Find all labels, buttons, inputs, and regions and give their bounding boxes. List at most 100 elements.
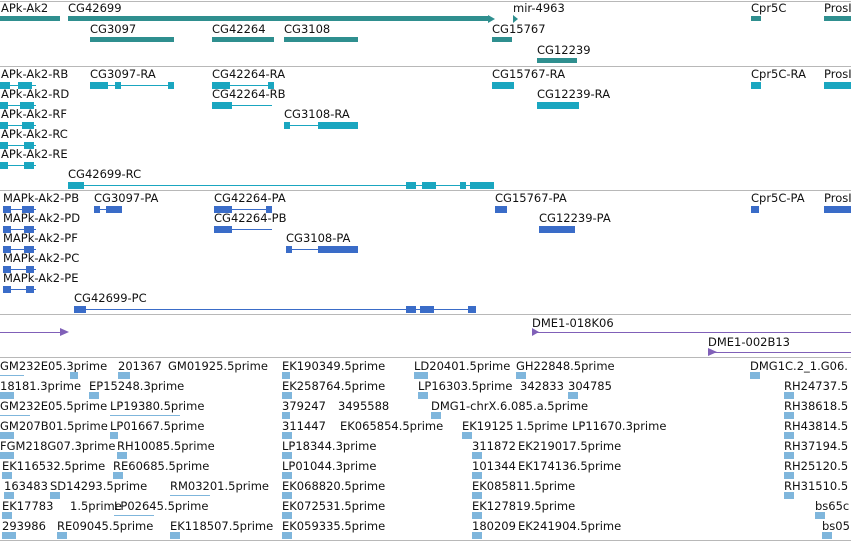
est-label[interactable]: LP02645.5prime — [114, 499, 209, 513]
est-feature[interactable] — [2, 512, 12, 519]
gene-feature[interactable] — [824, 16, 851, 21]
est-feature[interactable] — [50, 492, 60, 499]
est-feature[interactable] — [117, 452, 127, 459]
est-feature[interactable] — [0, 452, 14, 459]
transcript-exon[interactable] — [268, 82, 274, 89]
est-feature[interactable] — [282, 392, 292, 399]
est-feature[interactable] — [784, 412, 794, 419]
transcript-exon[interactable] — [492, 82, 514, 89]
est-feature[interactable] — [170, 532, 180, 539]
est-feature[interactable] — [282, 472, 292, 479]
protein-label[interactable]: CG42264-PB — [214, 211, 287, 225]
est-label[interactable]: EK118507.5prime — [170, 519, 274, 533]
transcript-exon[interactable] — [18, 82, 32, 89]
transcript-exon[interactable] — [168, 82, 174, 89]
transcript-exon[interactable] — [115, 82, 121, 89]
transcript-exon[interactable] — [751, 82, 761, 89]
est-label[interactable]: EK219017.5prime — [518, 439, 622, 453]
protein-exon[interactable] — [26, 266, 34, 273]
protein-exon[interactable] — [26, 286, 34, 293]
strand-arrow-icon[interactable] — [513, 14, 518, 23]
gene-feature[interactable] — [212, 37, 274, 42]
est-feature[interactable] — [282, 452, 292, 459]
est-label[interactable]: 304785 — [568, 379, 612, 393]
protein-exon[interactable] — [214, 206, 232, 213]
gene-feature[interactable] — [751, 16, 761, 21]
transcript-exon[interactable] — [22, 122, 34, 129]
protein-label[interactable]: CG3097-PA — [94, 191, 159, 205]
est-feature[interactable] — [784, 392, 794, 399]
transcript-label[interactable]: APk-Ak2-RD — [1, 87, 70, 101]
gene-label[interactable]: APk-Ak2 — [1, 1, 49, 15]
transcript-exon[interactable] — [537, 102, 579, 109]
est-label[interactable]: RE09045.5prime — [57, 519, 154, 533]
est-label[interactable]: EK127819.5prime — [472, 499, 576, 513]
protein-exon[interactable] — [3, 286, 11, 293]
transcript-exon[interactable] — [68, 182, 84, 189]
gene-label[interactable]: mir-4963 — [513, 1, 565, 15]
est-feature[interactable] — [472, 492, 482, 499]
transcript-exon[interactable] — [24, 162, 34, 169]
transcript-label[interactable]: CG12239-RA — [537, 87, 611, 101]
protein-exon[interactable] — [3, 266, 11, 273]
est-feature[interactable] — [282, 412, 290, 419]
protein-exon[interactable] — [406, 306, 416, 313]
transcript-exon[interactable] — [824, 82, 851, 89]
est-feature[interactable] — [0, 432, 14, 439]
transcript-label[interactable]: APk-Ak2-RF — [1, 107, 67, 121]
clone-label[interactable]: DME1-018K06 — [532, 316, 614, 330]
transcript-label[interactable]: APk-Ak2-RC — [1, 127, 68, 141]
protein-label[interactable]: Cpr5C-PA — [751, 191, 805, 205]
clone-feature[interactable] — [708, 352, 851, 353]
est-feature[interactable] — [815, 512, 825, 519]
transcript-exon[interactable] — [406, 182, 416, 189]
est-feature[interactable] — [113, 472, 123, 479]
est-label[interactable]: DMG1C.2_1.G06. — [750, 359, 848, 373]
est-feature[interactable] — [118, 372, 130, 379]
protein-label[interactable]: CG42699-PC — [74, 291, 147, 305]
est-feature[interactable] — [462, 432, 472, 439]
transcript-exon[interactable] — [212, 102, 232, 109]
gene-label[interactable]: CG42264 — [212, 22, 266, 36]
est-label[interactable]: RE60685.5prime — [113, 459, 210, 473]
transcript-label[interactable]: CG42264-RA — [212, 67, 286, 81]
protein-exon[interactable] — [420, 306, 434, 313]
est-label[interactable]: FGM218G07.3prime — [0, 439, 116, 453]
est-feature[interactable] — [784, 472, 794, 479]
est-label[interactable]: EP15248.3prime — [89, 379, 185, 393]
transcript-label[interactable]: CG3108-RA — [284, 107, 350, 121]
protein-exon[interactable] — [94, 206, 100, 213]
protein-exon[interactable] — [539, 226, 575, 233]
est-feature[interactable] — [472, 472, 482, 479]
gene-feature[interactable] — [537, 58, 577, 63]
protein-label[interactable]: MAPk-Ak2-PD — [3, 211, 81, 225]
transcript-label[interactable]: Cpr5C-RA — [751, 67, 806, 81]
est-label[interactable]: LD20401.5prime — [414, 359, 511, 373]
protein-label[interactable]: MAPk-Ak2-PE — [3, 271, 79, 285]
est-feature[interactable] — [750, 372, 760, 379]
est-feature[interactable] — [0, 375, 24, 376]
est-feature[interactable] — [70, 372, 78, 379]
est-label[interactable]: EK174136.5prime — [518, 459, 622, 473]
transcript-exon[interactable] — [0, 102, 8, 109]
protein-exon[interactable] — [22, 206, 34, 213]
gene-label[interactable]: CG12239 — [537, 43, 591, 57]
protein-exon[interactable] — [3, 246, 11, 253]
est-feature[interactable] — [2, 472, 12, 479]
est-feature[interactable] — [431, 412, 441, 419]
transcript-label[interactable]: APk-Ak2-RE — [1, 147, 68, 161]
est-feature[interactable] — [516, 372, 526, 379]
transcript-exon[interactable] — [0, 162, 8, 169]
gene-label[interactable]: CG3097 — [90, 22, 137, 36]
est-label[interactable]: 3495588 — [338, 399, 390, 413]
est-label[interactable]: EK059335.5prime — [282, 519, 386, 533]
est-feature[interactable] — [282, 372, 290, 379]
gene-label[interactable]: CG42699 — [68, 1, 122, 15]
est-feature[interactable] — [282, 512, 292, 519]
est-label[interactable]: RH38618.5 — [784, 399, 849, 413]
gene-feature[interactable] — [284, 37, 358, 42]
est-label[interactable]: GM01925.5prime — [168, 359, 268, 373]
protein-exon[interactable] — [495, 206, 507, 213]
transcript-exon[interactable] — [24, 142, 34, 149]
protein-exon[interactable] — [214, 226, 232, 233]
